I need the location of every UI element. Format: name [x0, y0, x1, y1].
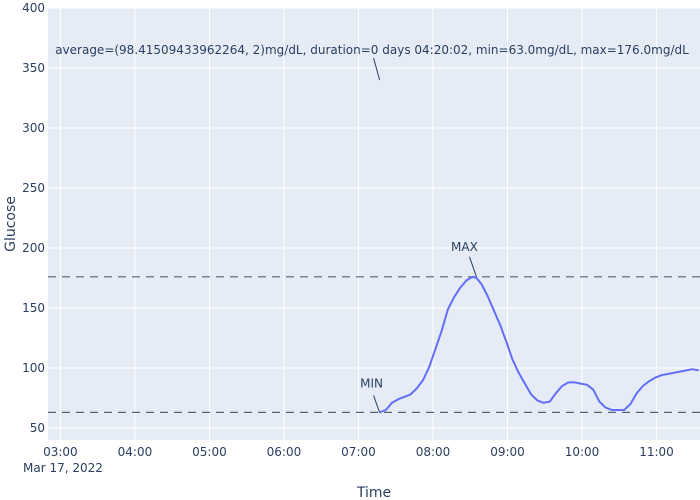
y-axis-ticks: 50 100 150 200 250 300 350 400 — [22, 1, 45, 435]
y-tick-label: 100 — [22, 361, 45, 375]
glucose-series-line — [379, 275, 699, 414]
summary-annotation: average=(98.41509433962264, 2)mg/dL, dur… — [55, 43, 689, 57]
x-tick-label: 06:00 — [267, 445, 302, 459]
x-tick-label: 08:00 — [416, 445, 451, 459]
summary-annotation-arrow — [373, 57, 381, 81]
y-axis-title: Glucose — [3, 196, 19, 252]
annotations: average=(98.41509433962264, 2)mg/dL, dur… — [55, 43, 689, 413]
x-axis-date-label: Mar 17, 2022 — [23, 461, 103, 475]
max-annotation-arrow — [468, 256, 477, 277]
x-axis-ticks: 03:00 04:00 05:00 06:00 07:00 08:00 09:00 10:00… — [43, 445, 674, 459]
min-annotation: MIN — [360, 376, 383, 390]
y-tick-label: 400 — [22, 1, 45, 15]
y-tick-label: 250 — [22, 181, 45, 195]
reference-lines — [48, 276, 700, 413]
min-annotation-arrow — [373, 395, 381, 413]
y-tick-label: 150 — [22, 301, 45, 315]
y-tick-label: 350 — [22, 61, 45, 75]
y-tick-label: 50 — [30, 421, 45, 435]
x-tick-label: 03:00 — [43, 445, 78, 459]
x-tick-label: 09:00 — [490, 445, 525, 459]
x-tick-label: 04:00 — [118, 445, 153, 459]
x-tick-label: 10:00 — [565, 445, 600, 459]
max-annotation: MAX — [451, 240, 478, 254]
plot-area — [48, 8, 700, 440]
y-tick-label: 200 — [22, 241, 45, 255]
x-axis-title: Time — [356, 485, 391, 500]
x-tick-label: 07:00 — [341, 445, 376, 459]
x-tick-label: 05:00 — [192, 445, 227, 459]
gridlines — [48, 7, 700, 440]
x-tick-label: 11:00 — [639, 445, 674, 459]
y-tick-label: 300 — [22, 121, 45, 135]
